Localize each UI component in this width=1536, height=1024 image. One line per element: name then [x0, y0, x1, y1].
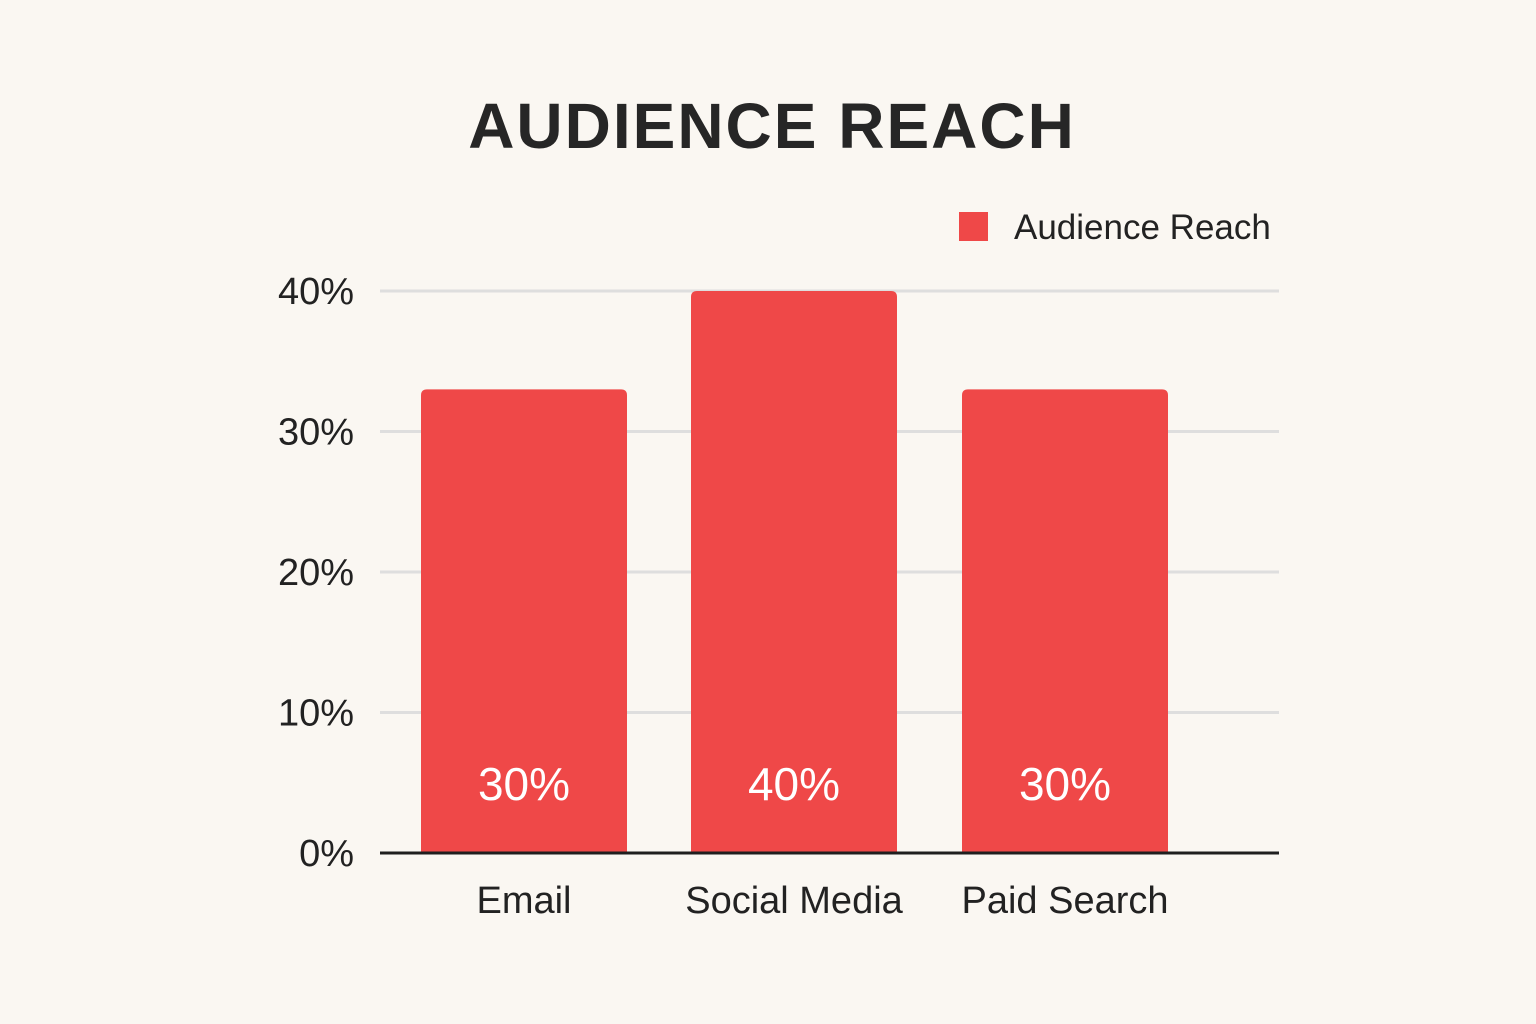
x-tick-label: Paid Search — [961, 880, 1168, 922]
bar — [962, 389, 1168, 853]
bar — [691, 291, 897, 853]
legend: Audience Reach — [959, 208, 1271, 247]
bar-data-label: 40% — [748, 758, 840, 810]
y-tick-label: 10% — [278, 693, 354, 735]
chart-title: AUDIENCE REACH — [468, 90, 1076, 162]
x-tick-label: Social Media — [685, 880, 903, 922]
bar — [421, 389, 627, 853]
y-tick-label: 0% — [299, 833, 354, 875]
data-labels: 30% 40% 30% — [478, 758, 1111, 810]
x-axis: Email Social Media Paid Search — [476, 880, 1168, 922]
y-tick-label: 30% — [278, 412, 354, 454]
bar-data-label: 30% — [1019, 758, 1111, 810]
legend-label: Audience Reach — [1014, 208, 1271, 247]
bar-data-label: 30% — [478, 758, 570, 810]
y-axis: 0% 10% 20% 30% 40% — [278, 271, 354, 875]
y-tick-label: 20% — [278, 552, 354, 594]
x-tick-label: Email — [476, 880, 571, 922]
y-tick-label: 40% — [278, 271, 354, 313]
legend-swatch — [959, 212, 988, 241]
bars — [421, 291, 1168, 853]
